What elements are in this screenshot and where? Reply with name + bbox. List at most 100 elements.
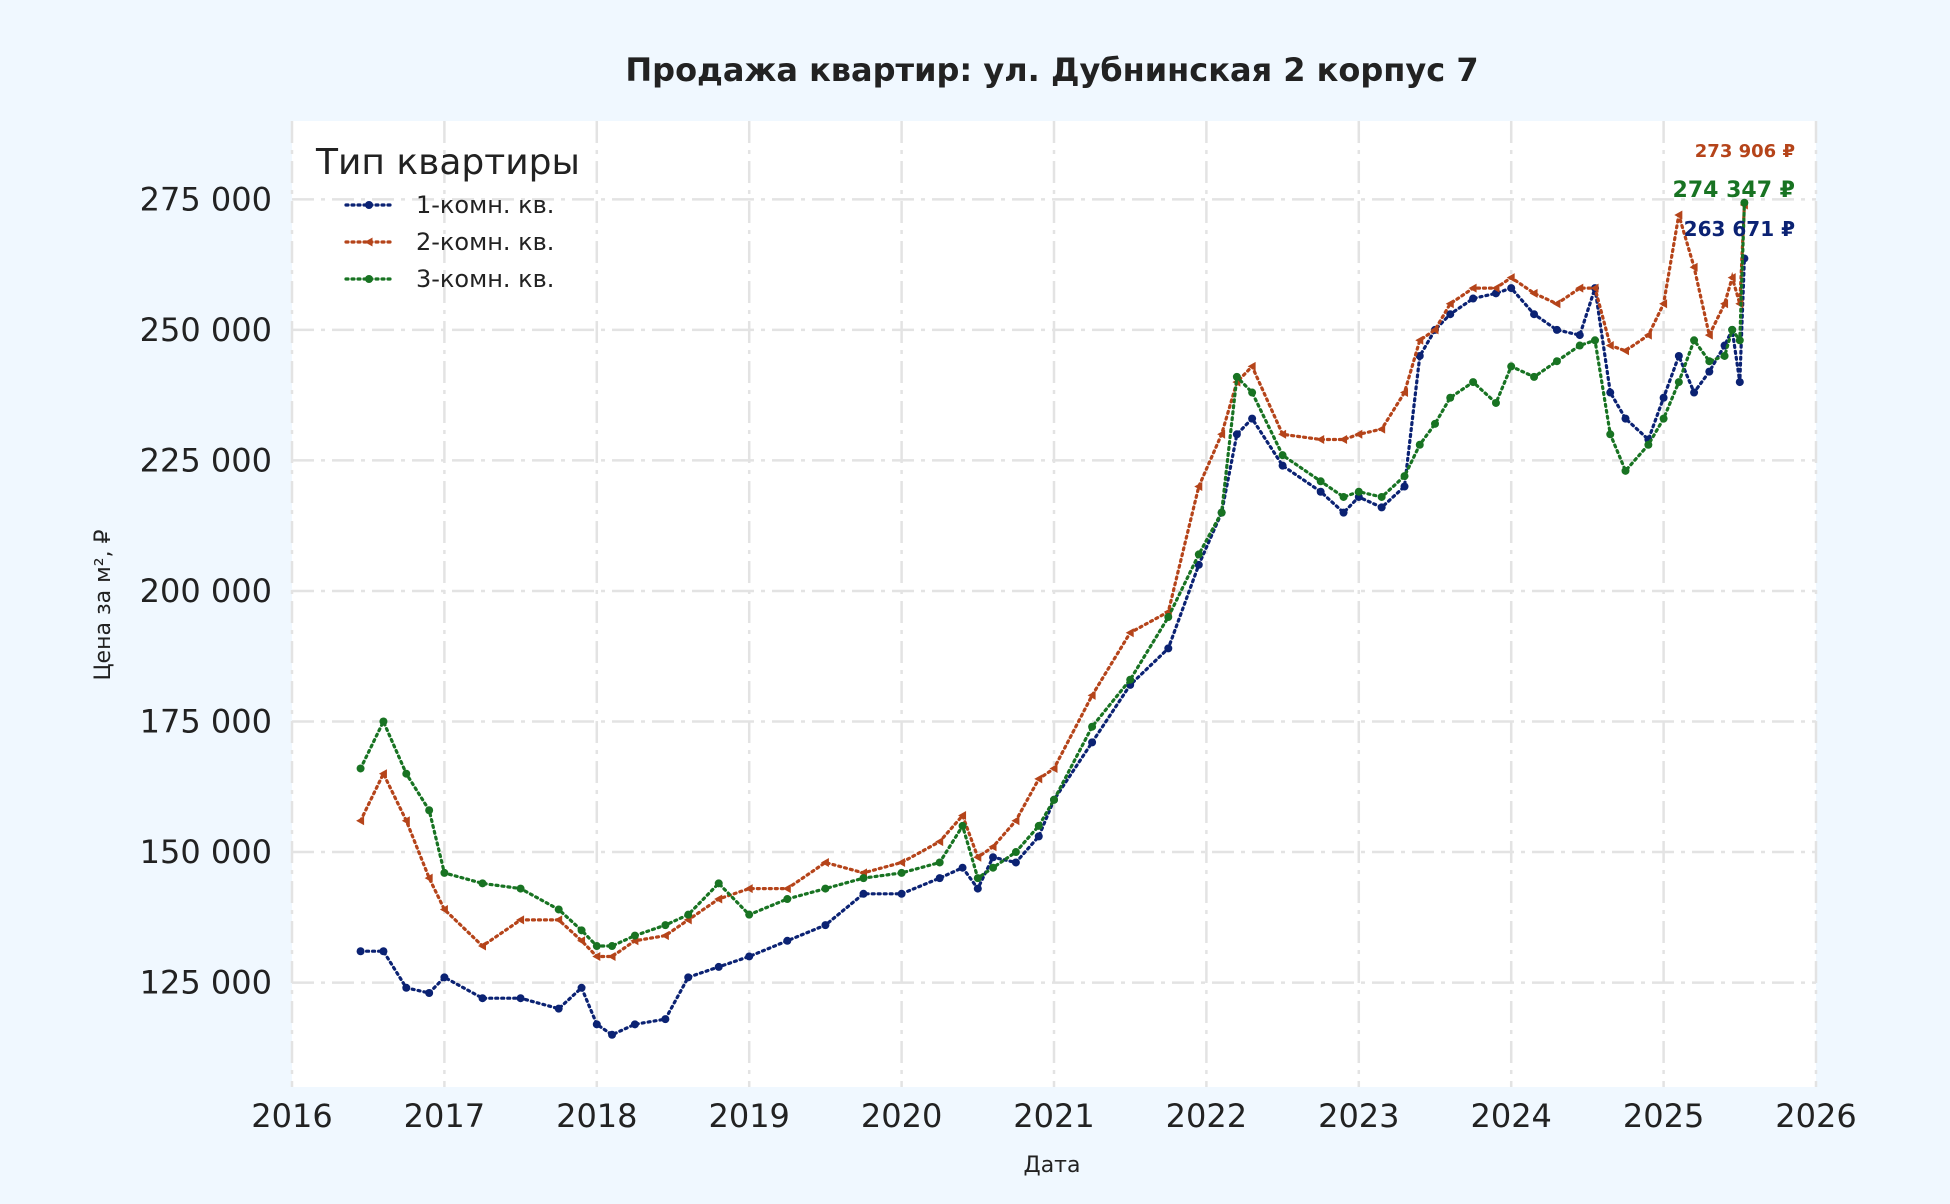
data-point: [1164, 644, 1173, 653]
data-point: [1605, 341, 1614, 351]
data-point: [782, 884, 791, 894]
data-point: [516, 884, 525, 893]
data-point: [1339, 508, 1348, 517]
data-point: [439, 904, 448, 914]
data-point: [1232, 430, 1241, 439]
data-point: [1720, 299, 1729, 309]
data-point: [973, 874, 982, 883]
data-point: [1491, 283, 1500, 293]
grid: [290, 121, 1818, 1087]
data-point: [1049, 763, 1058, 773]
data-point: [425, 806, 434, 815]
data-point: [1278, 461, 1287, 470]
data-point: [1445, 299, 1454, 309]
data-point: [1643, 330, 1652, 340]
data-point: [1468, 283, 1477, 293]
data-point: [935, 837, 944, 847]
data-point: [973, 884, 982, 893]
data-point: [1530, 310, 1539, 319]
data-point: [745, 910, 754, 919]
data-point: [1034, 774, 1043, 784]
data-point: [1316, 487, 1325, 496]
data-point: [1704, 330, 1713, 340]
data-point: [1674, 351, 1683, 360]
data-point: [958, 863, 967, 872]
data-point: [1674, 210, 1683, 220]
data-point: [356, 947, 365, 956]
data-point: [1644, 440, 1653, 449]
end-value-label: 263 671 ₽: [1684, 217, 1795, 241]
data-point: [379, 947, 388, 956]
data-point: [577, 936, 586, 946]
data-point: [1088, 738, 1097, 747]
data-point: [1740, 198, 1749, 207]
data-point: [821, 921, 830, 930]
legend-marker: [364, 237, 373, 247]
data-point: [592, 942, 601, 951]
legend-entry: 2-комн. кв.: [344, 228, 554, 256]
legend-marker: [365, 201, 373, 209]
data-point: [1354, 487, 1363, 496]
data-point: [660, 931, 669, 941]
y-tick-label: 200 000: [140, 572, 272, 610]
data-point: [1126, 675, 1135, 684]
data-point: [1621, 414, 1630, 423]
data-point: [478, 879, 487, 888]
data-point: [897, 868, 906, 877]
data-point: [859, 889, 868, 898]
data-point: [1705, 357, 1714, 366]
end-value-label: 274 347 ₽: [1673, 178, 1795, 203]
data-point: [745, 952, 754, 961]
x-tick-label: 2021: [1013, 1097, 1094, 1135]
data-point: [1591, 336, 1600, 345]
data-point: [1316, 435, 1325, 445]
data-point: [1232, 372, 1241, 381]
x-tick-label: 2019: [708, 1097, 789, 1135]
data-point: [821, 884, 830, 893]
chart-title: Продажа квартир: ул. Дубнинская 2 корпус…: [625, 51, 1478, 89]
data-point: [630, 931, 639, 940]
data-point: [1575, 331, 1584, 340]
x-tick-label: 2026: [1775, 1097, 1856, 1135]
data-point: [554, 915, 563, 925]
data-point: [1575, 341, 1584, 350]
data-point: [744, 884, 753, 894]
data-point: [378, 769, 387, 779]
data-point: [988, 842, 997, 852]
data-point: [630, 1020, 639, 1029]
data-point: [1415, 335, 1424, 345]
data-point: [516, 994, 525, 1003]
data-point: [820, 857, 829, 867]
legend-entry: 3-комн. кв.: [344, 265, 554, 293]
data-point: [897, 889, 906, 898]
y-tick-label: 125 000: [140, 964, 272, 1002]
axes: 2016 2017 2018 2019 2020 2021 2022 2023 2024 2025…: [140, 180, 1857, 1135]
data-point: [425, 989, 434, 998]
data-point: [1050, 795, 1058, 804]
data-point: [1377, 492, 1386, 501]
x-tick-label: 2023: [1318, 1097, 1399, 1135]
data-point: [440, 973, 449, 982]
x-tick-label: 2018: [556, 1097, 637, 1135]
data-point: [1552, 299, 1561, 309]
data-point: [1034, 821, 1043, 830]
data-point: [440, 868, 449, 877]
data-point: [1415, 440, 1424, 449]
data-point: [1278, 451, 1287, 460]
data-point: [1659, 393, 1668, 402]
data-point: [554, 1004, 563, 1013]
data-point: [1446, 393, 1455, 402]
data-point: [1316, 477, 1325, 486]
legend-label: 3-комн. кв.: [416, 265, 554, 293]
data-point: [1011, 848, 1020, 857]
legend-label: 1-комн. кв.: [416, 191, 554, 219]
data-point: [1659, 414, 1668, 423]
data-point: [1248, 414, 1257, 423]
data-point: [783, 936, 792, 945]
data-point: [989, 853, 998, 862]
data-point: [478, 994, 487, 1003]
data-point: [1735, 378, 1744, 387]
data-point: [1377, 503, 1386, 512]
data-point: [989, 863, 998, 872]
legend-title: Тип квартиры: [315, 142, 580, 183]
